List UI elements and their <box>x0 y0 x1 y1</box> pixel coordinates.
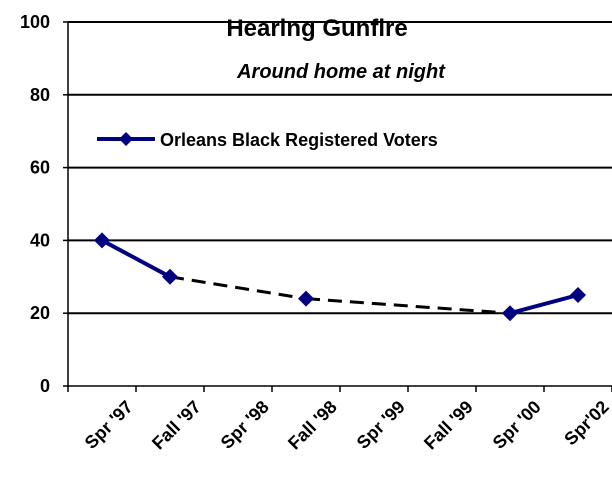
x-tick-label: Spr '98 <box>217 397 273 453</box>
x-tick-label: Spr'02 <box>560 397 612 450</box>
chart-subtitle: Around home at night <box>236 61 446 83</box>
x-tick-label: Fall '99 <box>420 397 477 454</box>
legend: Orleans Black Registered Voters <box>97 130 438 150</box>
data-point-marker <box>502 305 518 322</box>
chart-title: Hearing Gunfire <box>226 15 407 42</box>
x-tick-label: Fall '97 <box>148 397 205 454</box>
y-tick-label: 100 <box>20 12 50 32</box>
x-tick-label: Fall '98 <box>284 397 341 454</box>
y-tick-label: 20 <box>30 303 50 323</box>
x-axis-ticks: Spr '97 Fall '97 Spr '98 Fall '98 Spr '99 Fal… <box>67 386 612 454</box>
y-tick-label: 60 <box>30 158 50 178</box>
gap-dashed-segment <box>169 275 307 301</box>
data-point-marker <box>94 232 110 249</box>
x-tick-label: Spr '99 <box>353 397 409 453</box>
y-tick-label: 80 <box>30 85 50 105</box>
x-tick-label: Spr '97 <box>81 397 137 453</box>
series-line-segment <box>101 238 171 279</box>
data-point-marker <box>298 290 314 307</box>
gap-dashed-segment <box>305 297 511 315</box>
gridlines <box>68 21 612 315</box>
x-tick-label: Spr '00 <box>489 397 545 453</box>
series-group <box>94 232 586 322</box>
y-tick-label: 0 <box>40 376 50 396</box>
series-line-segment <box>509 293 579 316</box>
data-point-marker <box>162 268 178 285</box>
legend-marker <box>119 132 133 146</box>
data-point-marker <box>570 287 586 303</box>
y-axis-ticks: 0 20 40 60 80 100 <box>20 12 68 396</box>
y-tick-label: 40 <box>30 230 50 250</box>
legend-label: Orleans Black Registered Voters <box>160 130 438 150</box>
